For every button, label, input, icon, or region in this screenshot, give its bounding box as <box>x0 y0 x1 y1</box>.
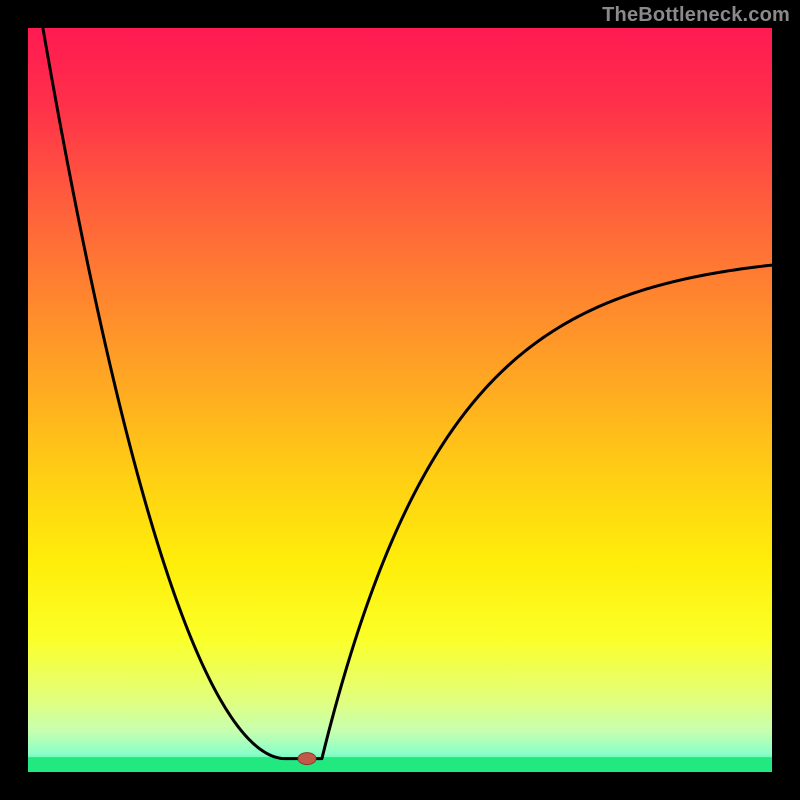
bottleneck-chart <box>28 28 772 772</box>
gradient-background <box>28 28 772 772</box>
optimal-point-marker <box>298 753 316 765</box>
bottom-band <box>28 757 772 772</box>
watermark-text: TheBottleneck.com <box>602 4 790 27</box>
